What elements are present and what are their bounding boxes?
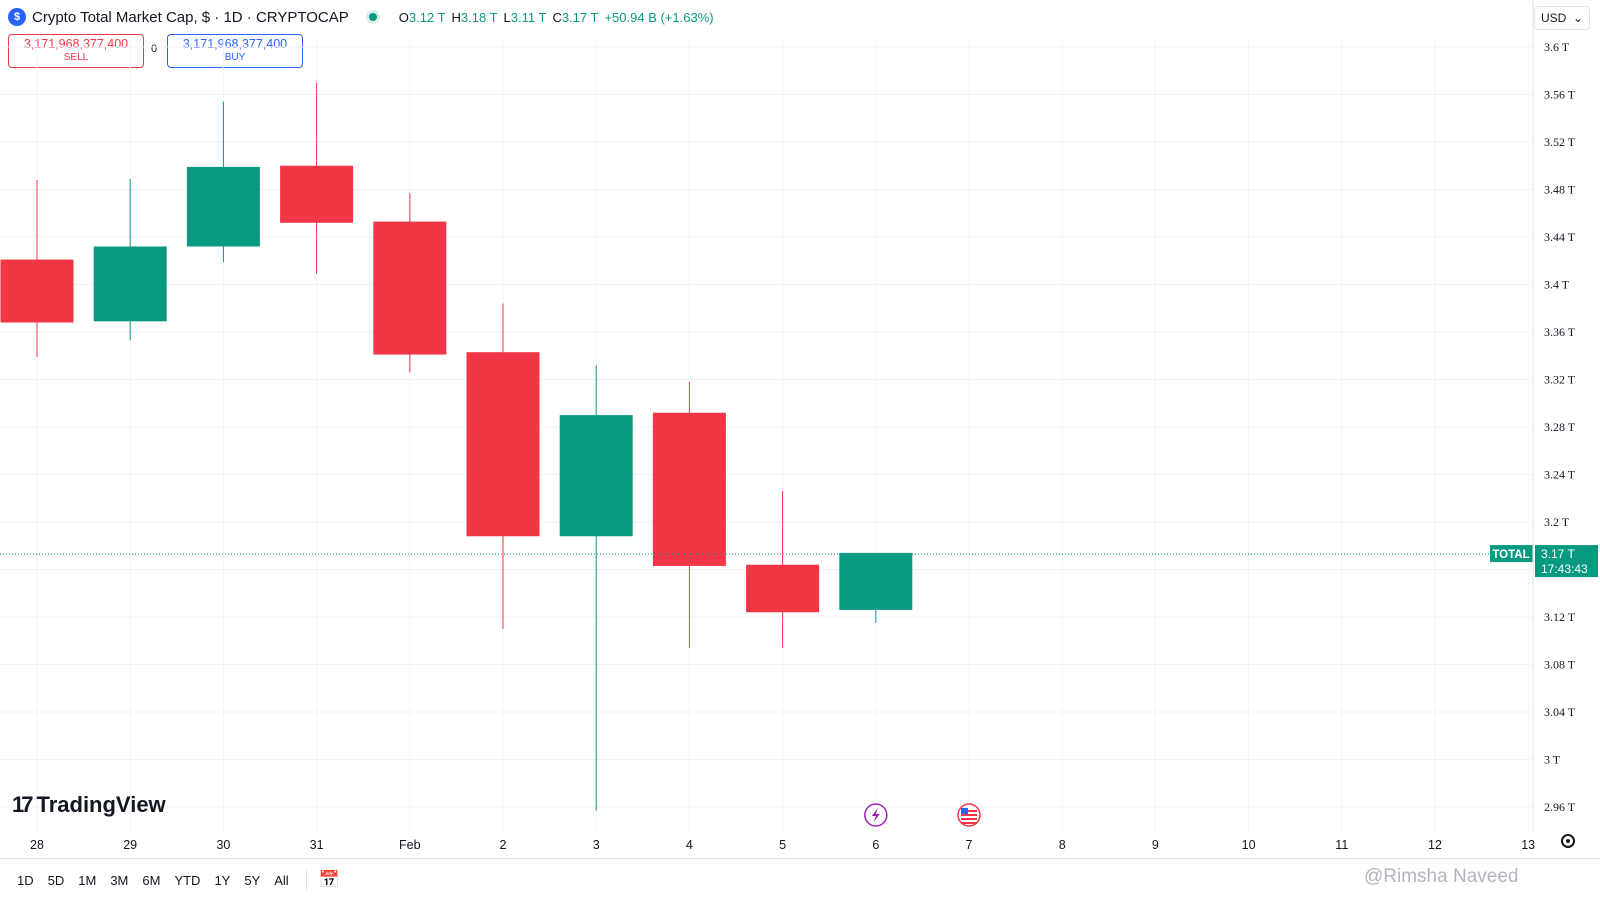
y-tick-label: 3.04 T: [1544, 705, 1576, 719]
candle-body: [839, 552, 913, 610]
open-key: O: [398, 9, 409, 25]
x-tick-label: 3: [593, 838, 600, 852]
symbol-title[interactable]: Crypto Total Market Cap, $ · 1D · CRYPTO…: [32, 8, 349, 26]
low-key: L: [503, 9, 511, 25]
y-tick-label: 3.28 T: [1544, 420, 1576, 434]
range-ytd-button[interactable]: YTD: [174, 872, 201, 888]
low-value: 3.11 T: [510, 9, 547, 25]
lightning-glyph: [871, 808, 880, 822]
tradingview-mark-icon: 17: [12, 792, 34, 817]
x-tick-label: 11: [1335, 838, 1348, 852]
range-5y-button[interactable]: 5Y: [244, 872, 261, 888]
candle-body: [186, 166, 260, 247]
y-tick-label: 2.96 T: [1544, 800, 1576, 814]
high-value: 3.18 T: [460, 9, 498, 25]
x-tick-label: 8: [1059, 838, 1066, 852]
currency-select[interactable]: USD ⌄: [1534, 6, 1590, 30]
buy-label: BUY: [224, 52, 246, 63]
price-badge-label: 3.17 T: [1541, 547, 1575, 561]
currency-value: USD: [1541, 11, 1567, 25]
calendar-icon[interactable]: 📅: [305, 870, 340, 890]
change-value: +50.94 B (+1.63%): [604, 9, 714, 25]
chart-header: $ Crypto Total Market Cap, $ · 1D · CRYP…: [8, 6, 714, 28]
flag-canton: [961, 808, 968, 814]
symbol-badge-label: TOTAL: [1492, 549, 1529, 561]
range-5d-button[interactable]: 5D: [47, 872, 65, 888]
y-tick-label: 3.24 T: [1544, 468, 1576, 482]
sell-button[interactable]: 3,171,968,377,400 SELL: [8, 34, 144, 68]
range-1m-button[interactable]: 1M: [78, 872, 97, 888]
candle-body: [373, 221, 447, 355]
range-1d-button[interactable]: 1D: [17, 872, 34, 888]
candle-body: [93, 246, 167, 322]
y-tick-label: 3.44 T: [1544, 230, 1576, 244]
candle-body: [466, 352, 540, 537]
range-6m-button[interactable]: 6M: [142, 872, 161, 888]
countdown-label: 17:43:43: [1541, 562, 1588, 576]
candlestick-chart[interactable]: 2.96 T 3 T 3.04 T 3.08 T 3.12 T 3.2 T 3.24 T 3.…: [0, 0, 1600, 858]
market-status-icon: [368, 13, 377, 21]
x-tick-label: 9: [1152, 838, 1159, 852]
date-range-bar: 1D 5D 1M 3M 6M YTD 1Y 5Y All 📅: [0, 858, 1600, 901]
x-tick-label: 7: [966, 838, 973, 852]
x-tick-label: 29: [123, 838, 137, 852]
y-tick-label: 3.56 T: [1544, 88, 1576, 102]
range-3m-button[interactable]: 3M: [110, 872, 129, 888]
y-tick-label: 3.08 T: [1544, 658, 1576, 672]
y-tick-label: 3.32 T: [1544, 373, 1576, 387]
x-tick-label: Feb: [399, 838, 421, 852]
settings-gear-icon[interactable]: [1561, 834, 1575, 848]
flag-stripe: [961, 810, 977, 812]
y-tick-label: 3.36 T: [1544, 325, 1576, 339]
close-key: C: [552, 9, 562, 25]
candle-body: [746, 564, 820, 613]
x-tick-label: 28: [30, 838, 44, 852]
candle-body: [559, 415, 633, 537]
y-tick-label: 3.52 T: [1544, 135, 1576, 149]
high-key: H: [451, 9, 461, 25]
price-badge: [1535, 545, 1598, 578]
spread-value: 0: [151, 43, 158, 55]
chevron-down-icon: ⌄: [1572, 11, 1583, 25]
y-tick-label: 3.6 T: [1544, 40, 1570, 54]
close-value: 3.17 T: [561, 9, 599, 25]
y-tick-label: 3.4 T: [1544, 278, 1570, 292]
y-tick-label: 3.48 T: [1544, 183, 1576, 197]
x-tick-label: 12: [1428, 838, 1442, 852]
y-tick-label: 3 T: [1544, 753, 1561, 767]
ohlc-values: O3.12 T H3.18 T L3.11 T C3.17 T +50.94 B…: [399, 10, 714, 25]
flag-stripe: [961, 822, 977, 824]
flag-stripe: [961, 814, 977, 816]
watermark-text: @Rimsha Naveed: [1364, 866, 1519, 887]
x-tick-label: 31: [310, 838, 324, 852]
tradingview-wordmark: TradingView: [36, 792, 166, 817]
range-1y-button[interactable]: 1Y: [214, 872, 231, 888]
x-tick-label: 30: [216, 838, 230, 852]
y-tick-label: 3.2 T: [1544, 515, 1570, 529]
x-tick-label: 10: [1242, 838, 1256, 852]
sell-label: SELL: [63, 52, 89, 63]
x-tick-label: 13: [1521, 838, 1535, 852]
tradingview-logo[interactable]: 17 TradingView: [12, 792, 166, 818]
candle-body: [0, 259, 74, 323]
x-tick-label: 2: [500, 838, 507, 852]
open-value: 3.12 T: [408, 9, 446, 25]
candle-body: [280, 165, 354, 223]
candle-body: [652, 412, 726, 566]
x-tick-label: 6: [872, 838, 879, 852]
symbol-badge: [1490, 545, 1533, 563]
y-tick-label: 3.12 T: [1544, 610, 1576, 624]
x-tick-label: 4: [686, 838, 693, 852]
crypto-symbol-icon: $: [8, 8, 26, 26]
flag-stripe: [961, 818, 977, 820]
range-all-button[interactable]: All: [274, 872, 289, 888]
x-tick-label: 5: [779, 838, 786, 852]
